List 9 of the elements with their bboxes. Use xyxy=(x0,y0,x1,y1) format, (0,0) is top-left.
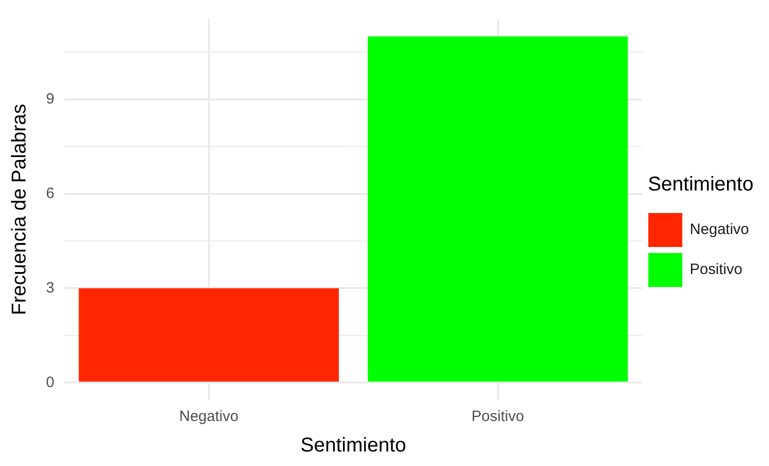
y-tick-label: 6 xyxy=(46,184,54,202)
x-axis-title: Sentimiento xyxy=(300,434,406,457)
y-tick-label: 0 xyxy=(46,374,54,391)
y-axis-title: Frecuencia de Palabras xyxy=(8,104,31,316)
legend-label: Negativo xyxy=(690,221,749,238)
legend-title: Sentimiento xyxy=(648,174,754,196)
y-tick-label: 3 xyxy=(46,279,54,296)
legend-label: Positivo xyxy=(690,261,742,278)
y-tick-label: 9 xyxy=(46,90,54,108)
